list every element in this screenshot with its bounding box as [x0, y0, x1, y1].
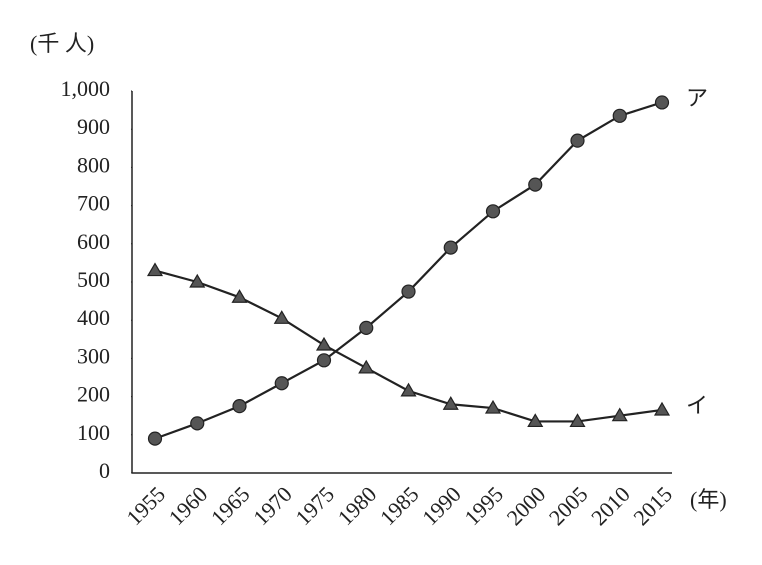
y-tick-label: 1,000: [61, 76, 111, 101]
point: [485, 204, 501, 219]
point: [570, 133, 585, 148]
x-tick-label: 2005: [544, 481, 593, 530]
x-tick-label: 1970: [248, 481, 297, 530]
y-tick-label: 200: [77, 382, 110, 407]
point: [401, 284, 416, 299]
point: [232, 399, 247, 414]
point: [443, 240, 458, 255]
y-tick-label: 300: [77, 343, 110, 368]
point: [611, 407, 628, 422]
x-tick-label: 2000: [502, 481, 551, 530]
point: [654, 95, 670, 110]
x-tick-label: 2015: [628, 481, 677, 530]
x-tick-label: 1955: [121, 481, 170, 530]
x-tick-label: 1960: [164, 481, 213, 530]
y-tick-label: 800: [77, 152, 110, 177]
point: [653, 401, 671, 416]
point: [400, 382, 417, 397]
x-tick-label: 1980: [333, 481, 382, 530]
x-tick-label: 2010: [586, 481, 635, 530]
point: [359, 320, 374, 335]
y-tick-label: 500: [77, 267, 110, 292]
x-tick-label: 1990: [417, 481, 466, 530]
point: [442, 396, 459, 410]
y-tick-label: 600: [77, 229, 110, 254]
point: [231, 289, 248, 303]
x-tick-label: 1985: [375, 481, 424, 530]
point: [484, 399, 502, 414]
point: [190, 416, 205, 431]
point: [612, 108, 627, 123]
point: [189, 273, 206, 288]
point: [273, 310, 290, 324]
point: [527, 413, 544, 428]
y-tick-label: 700: [77, 191, 110, 216]
y-tick-label: 100: [77, 420, 110, 445]
series-label: イ: [686, 393, 708, 418]
y-tick-label: 900: [77, 114, 110, 139]
point: [146, 262, 164, 277]
point: [315, 336, 333, 351]
y-tick-label: 400: [77, 305, 110, 330]
x-axis-label: (年): [690, 487, 727, 512]
point: [316, 353, 332, 368]
point: [358, 359, 375, 374]
y-tick-label: 0: [99, 458, 110, 483]
series-label: ア: [686, 86, 708, 111]
x-tick-label: 1975: [290, 481, 339, 530]
x-tick-label: 1965: [206, 481, 255, 530]
point: [147, 431, 163, 446]
point: [569, 413, 586, 428]
x-tick-label: 1995: [459, 481, 508, 530]
y-axis-label: (千 人): [30, 31, 94, 56]
point: [274, 376, 289, 391]
point: [528, 177, 543, 192]
